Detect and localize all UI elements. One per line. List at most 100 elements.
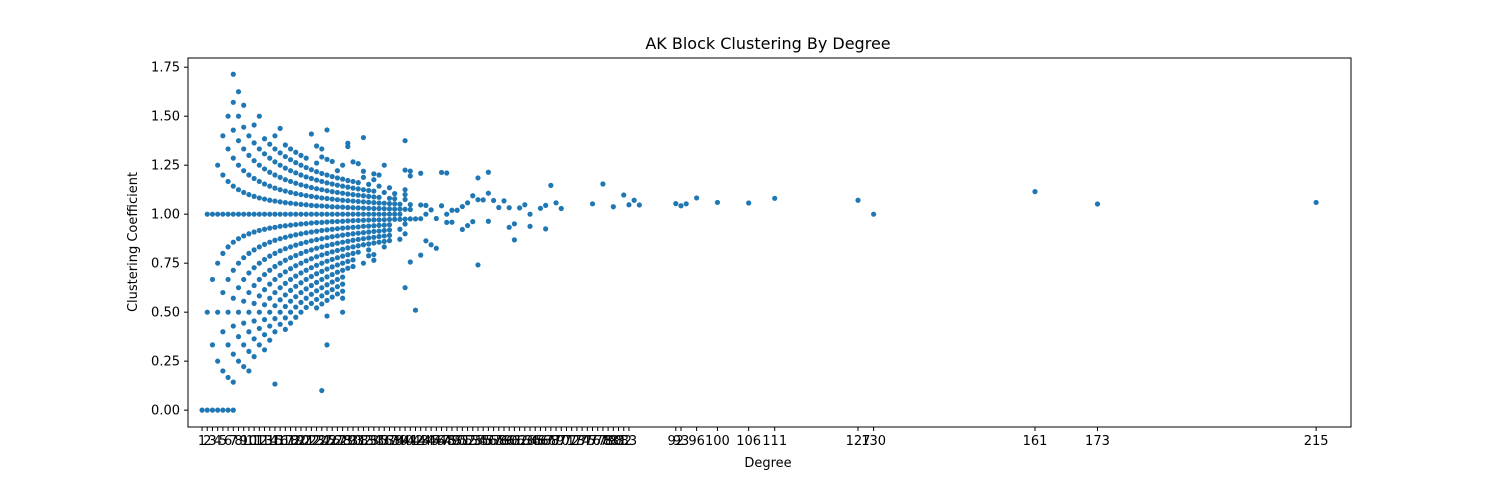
data-point: [272, 198, 278, 204]
data-point: [256, 293, 262, 299]
data-point: [350, 178, 356, 185]
x-tick-label: 70: [553, 434, 570, 449]
data-point: [334, 168, 341, 174]
data-point: [277, 260, 283, 266]
data-point: [522, 202, 528, 208]
data-point: [241, 320, 247, 326]
data-point: [376, 205, 382, 212]
data-point: [392, 196, 398, 202]
data-point: [251, 318, 257, 324]
data-point: [412, 216, 419, 222]
data-point: [251, 354, 257, 360]
data-point: [371, 188, 377, 194]
x-tick-label: 82: [615, 434, 632, 449]
data-point: [293, 283, 299, 289]
data-point: [303, 239, 309, 245]
data-point: [381, 211, 387, 217]
data-point: [475, 262, 481, 268]
data-point: [334, 204, 341, 210]
data-point: [293, 314, 299, 320]
data-point: [329, 294, 335, 300]
data-point: [267, 211, 273, 217]
data-point: [350, 205, 356, 211]
data-point: [308, 265, 314, 271]
data-point: [366, 223, 372, 229]
data-point: [324, 195, 330, 202]
data-point: [340, 183, 346, 189]
data-point: [746, 200, 752, 206]
data-point: [303, 183, 309, 189]
data-point: [225, 211, 231, 217]
data-point: [298, 260, 304, 266]
data-point: [407, 173, 413, 179]
data-point: [324, 156, 330, 162]
data-point: [303, 304, 309, 311]
data-point: [225, 244, 231, 250]
data-point: [371, 228, 377, 235]
x-tick-label: 33: [360, 434, 377, 449]
data-point: [293, 170, 299, 176]
data-point: [366, 241, 372, 247]
data-point: [261, 256, 268, 263]
data-point: [537, 205, 544, 211]
data-point: [360, 236, 367, 242]
data-point: [313, 237, 320, 243]
data-point: [298, 182, 304, 188]
data-point: [334, 262, 341, 268]
data-point: [360, 260, 367, 266]
data-point: [345, 225, 351, 231]
data-point: [324, 203, 330, 209]
data-point: [350, 191, 356, 198]
data-point: [298, 201, 304, 207]
x-tick-label: 215: [1304, 434, 1329, 449]
x-axis-label: Degree: [744, 456, 791, 471]
plot-area: [199, 71, 1319, 413]
x-tick-label: 36: [376, 434, 393, 449]
data-point: [355, 161, 361, 167]
data-point: [329, 279, 335, 285]
data-point: [220, 250, 226, 256]
data-point: [345, 231, 351, 237]
x-tick-label: 29: [340, 434, 357, 449]
data-point: [386, 238, 393, 244]
data-point: [256, 309, 262, 315]
data-point: [610, 204, 616, 210]
data-point: [418, 216, 424, 222]
data-point: [272, 172, 278, 178]
data-point: [308, 247, 314, 253]
data-point: [282, 177, 288, 183]
data-point: [480, 197, 486, 203]
data-point: [423, 211, 429, 217]
data-point: [235, 236, 242, 242]
data-point: [490, 197, 497, 204]
data-point: [293, 180, 299, 186]
data-point: [360, 230, 367, 236]
data-point: [267, 253, 273, 259]
data-point: [350, 237, 356, 243]
x-tick-label: 52: [459, 434, 476, 449]
data-point: [324, 342, 330, 348]
data-point: [225, 342, 231, 348]
data-point: [501, 198, 507, 204]
x-tick-label: 66: [532, 434, 549, 449]
x-tick-label: 23: [308, 434, 325, 449]
data-point: [241, 146, 247, 152]
data-point: [527, 211, 533, 217]
data-point: [308, 167, 314, 173]
data-point: [360, 223, 367, 229]
data-point: [293, 201, 299, 207]
data-point: [371, 205, 377, 212]
data-point: [329, 234, 335, 240]
data-point: [282, 280, 288, 286]
data-point: [261, 211, 268, 217]
data-point: [345, 218, 351, 224]
data-point: [267, 141, 273, 147]
data-point: [293, 263, 299, 269]
data-point: [267, 155, 273, 161]
x-tick-label: 71: [558, 434, 575, 449]
data-point: [261, 226, 268, 232]
data-point: [340, 197, 346, 203]
data-point: [324, 127, 330, 133]
data-point: [246, 270, 252, 276]
data-point: [340, 211, 346, 217]
